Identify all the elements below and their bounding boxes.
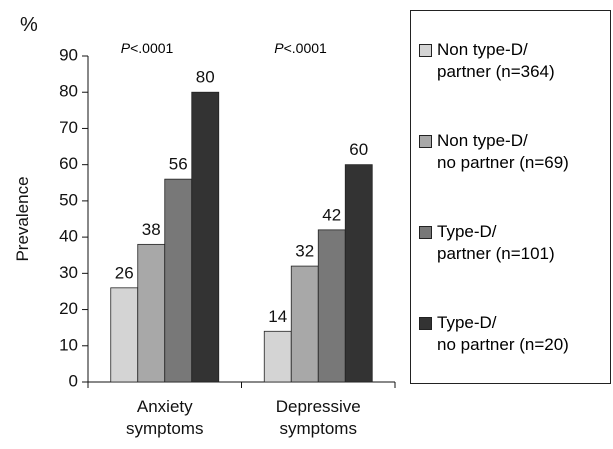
value-label: 42 bbox=[322, 205, 341, 224]
legend-swatch bbox=[419, 44, 432, 57]
bar bbox=[344, 164, 373, 383]
legend: Non type-D/ partner (n=364) Non type-D/ n… bbox=[410, 10, 611, 384]
annotation: P<.0001 bbox=[120, 40, 174, 56]
y-tick-label: 30 bbox=[59, 263, 78, 282]
legend-item: Type-D/ no partner (n=20) bbox=[419, 312, 569, 356]
y-axis-label: Prevalence bbox=[13, 176, 32, 262]
annotation: P<.0001 bbox=[274, 40, 327, 56]
y-tick-label: 90 bbox=[59, 45, 78, 64]
y-tick-label: 20 bbox=[59, 299, 78, 318]
bar bbox=[191, 91, 220, 383]
value-label: 32 bbox=[295, 242, 314, 261]
bar bbox=[137, 243, 166, 383]
y-tick-label: 40 bbox=[59, 227, 78, 246]
bar bbox=[164, 178, 193, 383]
value-label: 60 bbox=[349, 140, 368, 159]
y-tick-label: 60 bbox=[59, 154, 78, 173]
legend-label: Non type-D/ no partner (n=69) bbox=[437, 131, 569, 172]
y-tick-label: 70 bbox=[59, 118, 78, 137]
y-unit: % bbox=[20, 14, 38, 36]
value-label: 38 bbox=[142, 220, 161, 239]
legend-swatch bbox=[419, 317, 432, 330]
bar bbox=[110, 287, 139, 383]
legend-label: Non type-D/ partner (n=364) bbox=[437, 40, 555, 81]
bar bbox=[290, 265, 319, 383]
x-tick-label: Anxiety symptoms bbox=[126, 397, 204, 438]
value-label: 14 bbox=[268, 307, 287, 326]
y-tick-label: 80 bbox=[59, 82, 78, 101]
legend-label: Type-D/ partner (n=101) bbox=[437, 222, 555, 263]
value-label: 56 bbox=[169, 155, 188, 174]
legend-item: Non type-D/ no partner (n=69) bbox=[419, 130, 569, 174]
bar bbox=[263, 330, 292, 383]
bar bbox=[317, 229, 346, 383]
legend-swatch bbox=[419, 135, 432, 148]
value-label: 80 bbox=[196, 68, 215, 87]
legend-item: Non type-D/ partner (n=364) bbox=[419, 39, 555, 83]
legend-label: Type-D/ no partner (n=20) bbox=[437, 313, 569, 354]
legend-item: Type-D/ partner (n=101) bbox=[419, 221, 555, 265]
y-tick-label: 10 bbox=[59, 335, 78, 354]
legend-swatch bbox=[419, 226, 432, 239]
x-tick-label: Depressive symptoms bbox=[275, 397, 361, 438]
y-tick-label: 0 bbox=[69, 371, 78, 390]
y-tick-label: 50 bbox=[59, 190, 78, 209]
value-label: 26 bbox=[115, 263, 134, 282]
